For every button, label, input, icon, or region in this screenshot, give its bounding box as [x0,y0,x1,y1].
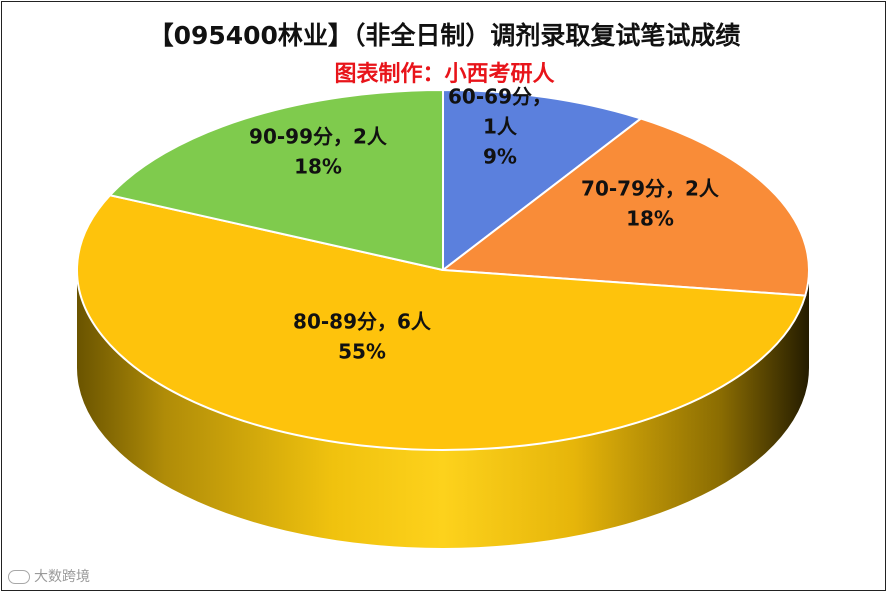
slice-4-label-line-2: 18% [294,155,342,179]
watermark: 大数跨境 [8,566,90,586]
pie-slice-3 [76,194,807,452]
slice-2-label-line-1: 70-79分，2人 [581,177,720,201]
chart-title: 【095400林业】（非全日制）调剂录取复试笔试成绩 [148,21,741,50]
pie-slice-4 [109,89,444,271]
pie-slice-1 [442,89,642,271]
pie-side-wall [77,270,809,548]
slice-2-label-line-2: 18% [626,207,674,231]
pie-slice-2 [442,117,810,297]
slice-4-label-line-1: 90-99分，2人 [249,125,388,149]
slice-1-label-line-2: 1人 [483,115,518,139]
slice-1-label-line-1: 60-69分， [448,85,552,109]
watermark-text: 大数跨境 [34,569,90,585]
chart-subtitle: 图表制作：小西考研人 [334,62,555,87]
watermark-logo-icon [8,570,30,584]
slice-1-label-line-3: 9% [483,145,517,169]
slice-3-label-line-1: 80-89分，6人 [293,310,432,334]
slice-3-label-line-2: 55% [338,340,386,364]
